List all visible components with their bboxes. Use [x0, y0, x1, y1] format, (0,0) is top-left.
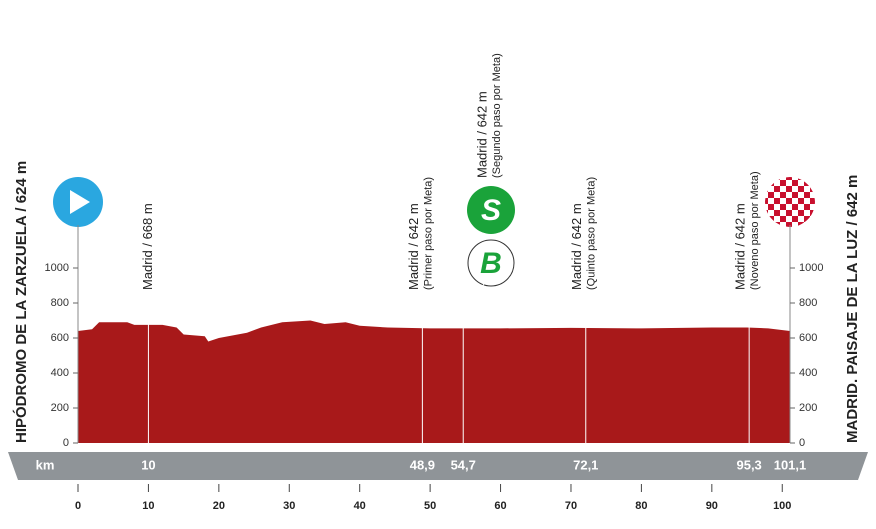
x-tick-label: 60 — [494, 500, 506, 512]
start-icon — [53, 177, 103, 227]
y-tick-label: 0 — [799, 437, 805, 449]
x-tick-label: 30 — [283, 500, 295, 512]
sprint-letter: S — [481, 194, 501, 227]
waypoint-name: Madrid / 642 m — [474, 91, 489, 178]
x-tick-label: 90 — [706, 500, 718, 512]
km-band — [8, 452, 868, 480]
sprint-icon: S — [467, 186, 515, 234]
bonus-icon: B — [467, 239, 515, 287]
x-tick-label: 10 — [142, 500, 154, 512]
waypoint-name: Madrid / 642 m — [733, 203, 748, 290]
bonus-letter: B — [480, 247, 502, 280]
y-tick-label: 200 — [799, 402, 817, 414]
y-tick-label: 1000 — [45, 262, 69, 274]
y-tick-label: 600 — [799, 332, 817, 344]
plot: 0 0 200 200 400 400 600 600 800 800 1000 1000 0 10 20 3… — [45, 53, 824, 512]
y-tick-label: 800 — [51, 297, 69, 309]
waypoint-km: 48,9 — [410, 457, 435, 472]
finish-name: MADRID. PAISAJE DE LA LUZ / 642 m — [844, 175, 861, 443]
x-tick-label: 80 — [635, 500, 647, 512]
waypoint-note: (Quinto paso por Meta) — [586, 177, 598, 290]
x-tick-label: 50 — [424, 500, 436, 512]
elevation-area — [78, 320, 790, 443]
waypoint-note: (Segundo paso por Meta) — [491, 53, 503, 178]
waypoint-km: 72,1 — [573, 457, 598, 472]
km-label: km — [36, 457, 55, 472]
waypoint-connector — [462, 283, 485, 316]
finish-km: 101,1 — [774, 457, 807, 472]
y-tick-label: 1000 — [799, 262, 823, 274]
waypoint-name: Madrid / 642 m — [569, 203, 584, 290]
x-tick-label: 20 — [213, 500, 225, 512]
waypoint-name: Madrid / 668 m — [140, 203, 155, 290]
y-tick-label: 200 — [51, 402, 69, 414]
y-tick-label: 400 — [799, 367, 817, 379]
y-tick-label: 400 — [51, 367, 69, 379]
y-tick-label: 600 — [51, 332, 69, 344]
finish-icon — [765, 177, 815, 227]
waypoint-note: (Noveno paso por Meta) — [749, 171, 761, 290]
waypoint-km: 54,7 — [451, 457, 476, 472]
waypoint-name: Madrid / 642 m — [406, 203, 421, 290]
y-tick-label: 0 — [63, 437, 69, 449]
x-tick-label: 70 — [565, 500, 577, 512]
x-tick-label: 100 — [773, 500, 791, 512]
waypoint-note: (Primer paso por Meta) — [422, 177, 434, 290]
start-name: HIPÓDROMO DE LA ZARZUELA / 624 m — [12, 161, 30, 443]
x-tick-label: 0 — [75, 500, 81, 512]
waypoint-km: 10 — [141, 457, 155, 472]
x-tick-label: 40 — [354, 500, 366, 512]
waypoint-km: 95,3 — [736, 457, 761, 472]
y-tick-label: 800 — [799, 297, 817, 309]
